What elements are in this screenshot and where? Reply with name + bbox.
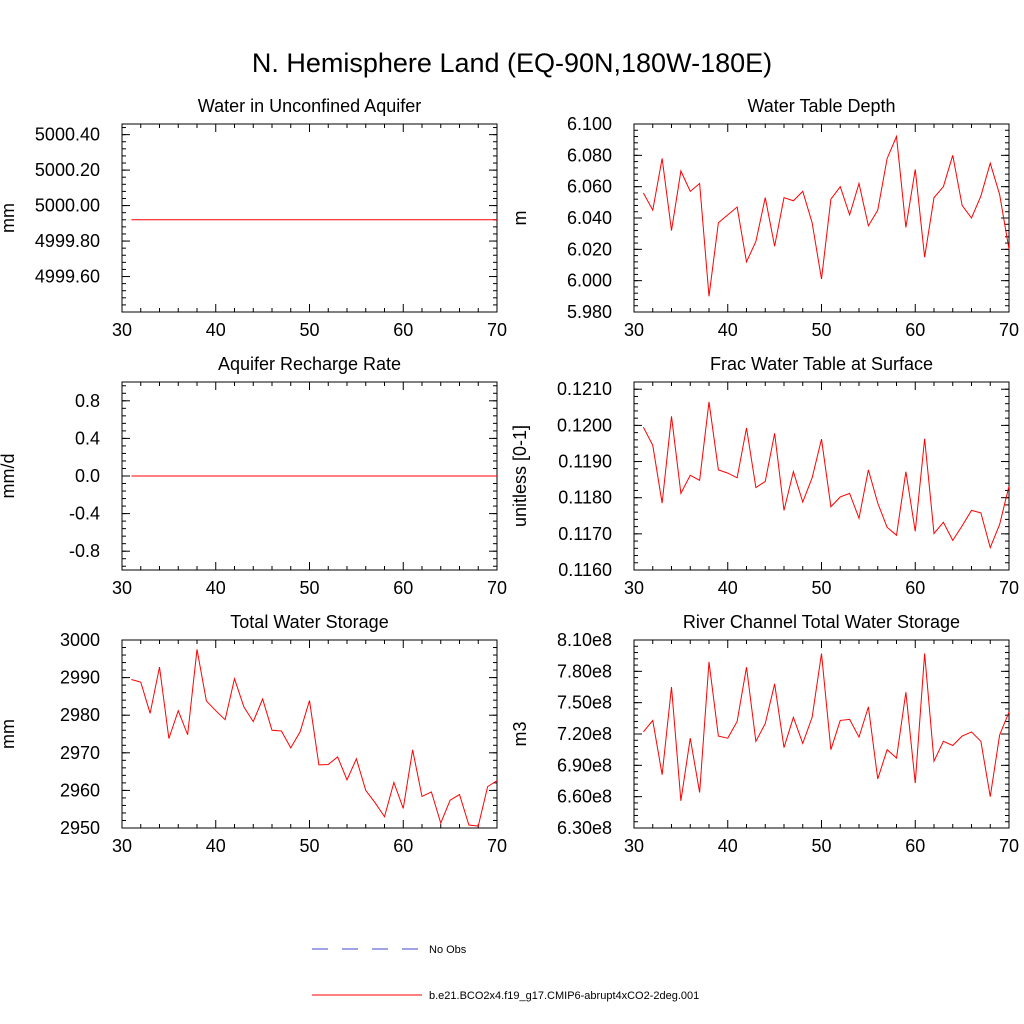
chart-5-title: River Channel Total Water Storage	[683, 612, 960, 632]
chart-1-ytick-label: 6.020	[567, 239, 612, 259]
chart-2-ylabel: mm/d	[0, 454, 18, 499]
chart-2-title: Aquifer Recharge Rate	[218, 354, 401, 374]
chart-3-ytick-label: 0.1180	[558, 488, 612, 508]
chart-5-ytick-label: 7.20e8	[557, 724, 612, 744]
panel-frac-water-table-at-surface: Frac Water Table at Surface unitless [0-1…	[510, 354, 1019, 598]
chart-4-ytick-label: 2950	[60, 818, 100, 838]
chart-2-xtick-label: 30	[112, 578, 132, 598]
chart-1-xtick-label: 70	[999, 320, 1019, 340]
chart-2-ytick-label: -0.4	[69, 504, 100, 524]
chart-0-ytick-label: 5000.20	[35, 160, 100, 180]
chart-5-plot-frame	[633, 639, 1010, 829]
chart-1-ytick-label: 6.080	[567, 145, 612, 165]
chart-3-title: Frac Water Table at Surface	[710, 354, 933, 374]
chart-3-ylabel: unitless [0-1]	[510, 425, 530, 527]
chart-4-title: Total Water Storage	[230, 612, 388, 632]
chart-3-ytick-label: 0.1160	[558, 560, 612, 580]
chart-0-plot-frame	[121, 123, 498, 313]
chart-0-ytick-label: 4999.60	[35, 267, 100, 287]
chart-1-ytick-label: 5.980	[567, 302, 612, 322]
chart-4-ytick-label: 2990	[60, 668, 100, 688]
chart-3-xtick-label: 30	[624, 578, 644, 598]
chart-0-ytick-label: 5000.40	[35, 125, 100, 145]
chart-4-ytick-label: 3000	[60, 630, 100, 650]
chart-4-series-line	[131, 649, 498, 827]
panel-total-water-storage: Total Water Storage mm 30 40 50 60 70 2950 2960 2…	[0, 612, 507, 856]
chart-1-ytick-label: 6.100	[567, 114, 612, 134]
chart-3-ytick-label: 0.1190	[558, 452, 612, 472]
chart-4-ytick-label: 2980	[60, 705, 100, 725]
chart-4-xtick-label: 50	[299, 836, 319, 856]
chart-0-xtick-label: 70	[487, 320, 507, 340]
figure-title: N. Hemisphere Land (EQ-90N,180W-180E)	[252, 48, 772, 78]
chart-4-ytick-label: 2970	[60, 743, 100, 763]
chart-0-xtick-label: 60	[393, 320, 413, 340]
chart-1-xtick-label: 50	[811, 320, 831, 340]
chart-1-title: Water Table Depth	[747, 96, 895, 116]
panel-water-table-depth: Water Table Depth m 30 40 50 60 70 5.980 6.000 6.…	[510, 96, 1019, 340]
legend-model-label: b.e21.BCO2x4.f19_g17.CMIP6-abrupt4xCO2-2…	[429, 990, 699, 1002]
chart-4-xtick-label: 30	[112, 836, 132, 856]
chart-5-ytick-label: 7.50e8	[557, 693, 612, 713]
chart-0-ytick-label: 4999.80	[35, 231, 100, 251]
chart-2-ytick-label: 0.8	[75, 391, 100, 411]
panel-river-channel-total-water-storage: River Channel Total Water Storage m3 30 40 5…	[510, 612, 1019, 856]
chart-3-xtick-label: 70	[999, 578, 1019, 598]
chart-3-xtick-label: 40	[718, 578, 738, 598]
chart-3-xtick-label: 50	[811, 578, 831, 598]
chart-1-ytick-label: 6.040	[567, 208, 612, 228]
chart-5-ytick-label: 8.10e8	[557, 630, 612, 650]
chart-2-xtick-label: 60	[393, 578, 413, 598]
chart-3-ytick-label: 0.1200	[557, 415, 612, 435]
panel-water-in-unconfined-aquifer: Water in Unconfined Aquifer mm 30 40 50 60 70 4…	[0, 96, 507, 340]
legend-obs-label: No Obs	[429, 944, 467, 956]
chart-3-ytick-label: 0.1170	[558, 524, 612, 544]
chart-4-xtick-label: 60	[393, 836, 413, 856]
chart-3-series-line	[642, 401, 1010, 550]
chart-0-xtick-label: 30	[112, 320, 132, 340]
chart-1-xtick-label: 60	[905, 320, 925, 340]
chart-5-xtick-label: 50	[811, 836, 831, 856]
chart-1-xtick-label: 40	[718, 320, 738, 340]
chart-1-xtick-label: 30	[624, 320, 644, 340]
chart-4-plot-frame	[121, 639, 498, 829]
chart-5-xtick-label: 30	[624, 836, 644, 856]
chart-0-title: Water in Unconfined Aquifer	[198, 96, 421, 116]
chart-2-xtick-label: 70	[487, 578, 507, 598]
chart-2-xtick-label: 50	[299, 578, 319, 598]
chart-4-xtick-label: 70	[487, 836, 507, 856]
chart-1-ylabel: m	[510, 211, 530, 226]
chart-4-ytick-label: 2960	[60, 780, 100, 800]
panel-aquifer-recharge-rate: Aquifer Recharge Rate mm/d 30 40 50 60 70 -0.8 -…	[0, 354, 507, 598]
chart-5-xtick-label: 60	[905, 836, 925, 856]
chart-5-ytick-label: 7.80e8	[557, 661, 612, 681]
chart-0-xtick-label: 40	[206, 320, 226, 340]
chart-2-ytick-label: 0.4	[75, 428, 100, 448]
chart-1-ytick-label: 6.060	[567, 177, 612, 197]
chart-4-ylabel: mm	[0, 719, 18, 749]
chart-2-xtick-label: 40	[206, 578, 226, 598]
chart-3-ytick-label: 0.1210	[557, 379, 612, 399]
chart-1-plot-frame	[633, 123, 1010, 313]
chart-3-xtick-label: 60	[905, 578, 925, 598]
legend: No Obs b.e21.BCO2x4.f19_g17.CMIP6-abrupt…	[312, 944, 699, 1002]
chart-2-ytick-label: 0.0	[75, 466, 100, 486]
chart-5-series-line	[642, 653, 1010, 801]
chart-1-series-line	[642, 134, 1010, 297]
chart-1-ytick-label: 6.000	[567, 271, 612, 291]
chart-5-ytick-label: 6.60e8	[557, 787, 612, 807]
chart-5-ytick-label: 6.90e8	[557, 755, 612, 775]
chart-0-xtick-label: 50	[299, 320, 319, 340]
chart-4-xtick-label: 40	[206, 836, 226, 856]
chart-5-xtick-label: 70	[999, 836, 1019, 856]
chart-5-xtick-label: 40	[718, 836, 738, 856]
chart-0-ytick-label: 5000.00	[35, 196, 100, 216]
chart-0-ylabel: mm	[0, 203, 18, 233]
chart-2-ytick-label: -0.8	[69, 541, 100, 561]
chart-5-ytick-label: 6.30e8	[557, 818, 612, 838]
chart-5-ylabel: m3	[510, 721, 530, 746]
